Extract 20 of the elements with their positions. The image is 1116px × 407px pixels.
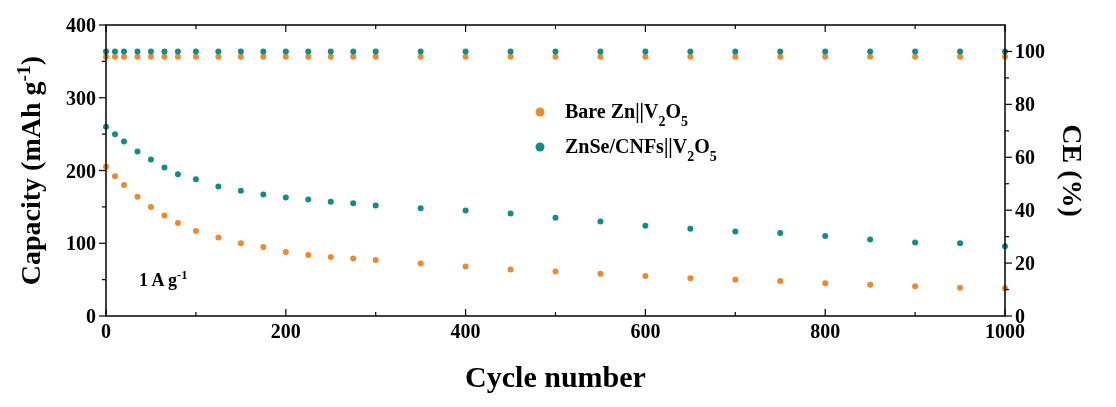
y-tick-label: 0 xyxy=(86,305,96,327)
y-tick-label: 300 xyxy=(66,86,96,109)
y2-tick-label: 40 xyxy=(1015,199,1035,222)
y2-tick-label: 80 xyxy=(1015,93,1035,116)
y-tick-label: 400 xyxy=(66,14,96,36)
y2-tick-label: 100 xyxy=(1015,40,1045,63)
x-tick-label: 600 xyxy=(630,320,661,342)
y-tick-label: 200 xyxy=(66,159,96,182)
y-tick-label: 100 xyxy=(66,232,96,255)
x-tick-label: 200 xyxy=(270,320,301,342)
x-tick-label: 400 xyxy=(450,320,481,342)
y2-tick-label: 60 xyxy=(1015,146,1035,169)
y2-tick-label: 20 xyxy=(1015,252,1035,275)
x-axis-title: Cycle number xyxy=(465,360,646,393)
x-tick-label: 0 xyxy=(101,320,111,342)
annotation: 1 A g$^{-1}$ xyxy=(139,268,188,290)
legend-label: Bare Zn||V$_{2}$O$_{5}$ xyxy=(565,100,689,129)
y2-axis-title: CE (%) xyxy=(1057,124,1088,217)
legend-label: ZnSe/CNFs||V$_{2}$O$_{5}$ xyxy=(565,135,717,164)
x-tick-label: 800 xyxy=(810,320,841,342)
